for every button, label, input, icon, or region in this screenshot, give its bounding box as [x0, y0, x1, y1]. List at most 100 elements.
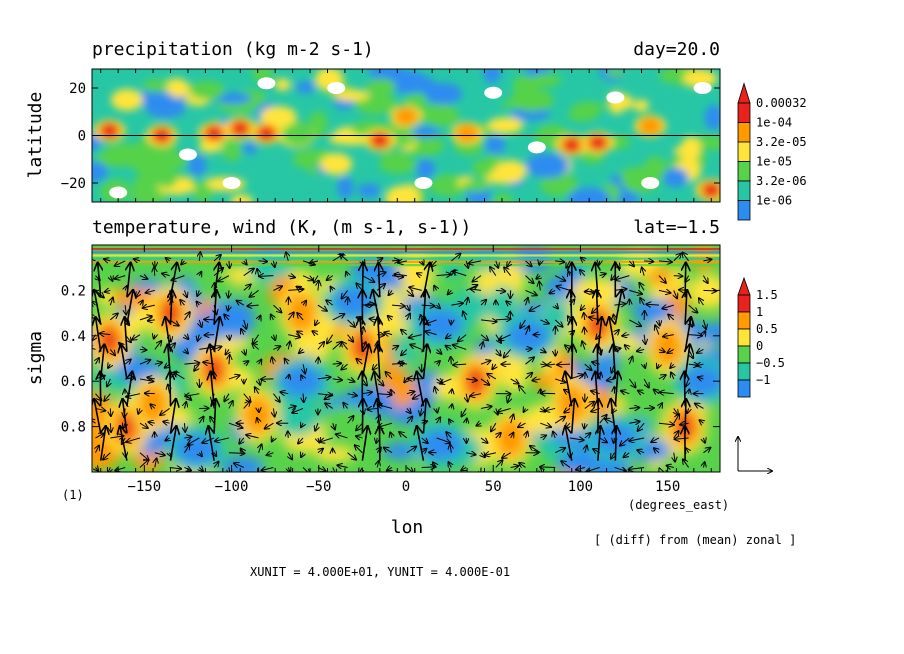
wind-vector: [703, 275, 707, 283]
wind-vector: [540, 467, 556, 468]
wind-vector: [228, 453, 245, 454]
wind-vector: [390, 432, 392, 437]
wind-vector-strong: [377, 399, 380, 434]
temp-ytick-label: 0.6: [61, 374, 86, 390]
precip-texture-cell: [328, 134, 371, 145]
wind-vector: [272, 357, 274, 365]
precip-texture-cell: [492, 193, 514, 202]
wind-vector: [115, 276, 126, 279]
wind-vector: [273, 408, 274, 416]
wind-vector: [325, 393, 334, 400]
wind-vector-strong: [120, 427, 128, 461]
wind-vector: [510, 379, 519, 384]
wind-vector: [658, 290, 671, 293]
wind-vector: [519, 386, 526, 395]
wind-vector: [125, 305, 126, 314]
wind-vector-strong: [595, 372, 598, 407]
wind-vector: [376, 438, 377, 443]
wind-vector-strong: [614, 290, 621, 325]
wind-vector: [660, 392, 674, 393]
wind-vector: [628, 378, 635, 387]
precip-texture-cell: [363, 94, 391, 109]
wind-vector: [536, 276, 540, 279]
wind-vector: [507, 260, 511, 267]
wind-vector: [100, 333, 111, 334]
temp-upper-layer-stripe: [92, 257, 720, 260]
wind-vector: [407, 305, 410, 310]
wind-vector-strong: [685, 345, 690, 380]
wind-vector: [625, 345, 630, 349]
diff-note: [ (diff) from (mean) zonal ]: [594, 533, 796, 547]
wind-vector: [436, 437, 451, 443]
wind-vector: [469, 261, 482, 264]
wind-vector: [453, 345, 467, 350]
wind-vector: [199, 467, 203, 471]
wind-vector: [525, 432, 527, 439]
wind-vector: [184, 349, 187, 353]
wind-vector: [688, 304, 698, 312]
wind-vector: [451, 254, 460, 262]
wind-vector: [530, 446, 541, 454]
wind-vector: [318, 281, 319, 291]
wind-vector: [686, 448, 689, 453]
temp-anomaly-cold-core: [418, 428, 463, 461]
wind-vector-strong: [378, 345, 380, 379]
wind-vector: [146, 290, 155, 292]
precip-texture-cell: [484, 135, 506, 154]
precip-texture-cell: [92, 161, 108, 183]
wind-vector: [315, 320, 318, 325]
wind-vector: [569, 438, 584, 440]
wind-vector: [545, 408, 556, 410]
precip-texture-cell: [680, 136, 702, 161]
wind-vector: [243, 401, 250, 409]
precip-texture-cell: [281, 122, 315, 146]
precip-texture-cell: [633, 99, 650, 112]
precip-texture-cell: [530, 73, 561, 87]
temp-colorbar-swatch: [737, 379, 751, 398]
wind-vector: [169, 467, 182, 468]
precip-texture-cell: [428, 174, 468, 197]
wind-vector: [540, 320, 548, 324]
wind-vector: [506, 301, 510, 305]
wind-vector: [582, 341, 585, 350]
precip-texture-cell: [366, 78, 397, 96]
precip-dry-patch: [327, 82, 346, 94]
wind-vector: [629, 357, 632, 365]
wind-vector: [624, 453, 630, 458]
wind-vector: [492, 364, 496, 369]
wind-vector-strong: [422, 263, 429, 298]
precip-day-label: day=20.0: [633, 39, 720, 60]
wind-vector: [446, 335, 452, 339]
wind-vector: [147, 377, 155, 379]
precip-dry-patch: [257, 77, 276, 90]
temp-anomaly-cold-core: [418, 308, 463, 341]
precip-texture-cell: [260, 106, 297, 128]
wind-vector: [651, 438, 660, 442]
wind-vector: [586, 466, 600, 472]
wind-vector: [643, 378, 649, 388]
precip-texture-cell: [189, 81, 225, 100]
precip-blob-core: [563, 138, 580, 152]
wind-vector: [250, 289, 259, 297]
wind-vector: [674, 290, 677, 298]
wind-vector: [591, 391, 600, 394]
wind-vector: [554, 448, 565, 454]
wind-vector: [124, 359, 131, 364]
wind-vector: [410, 345, 422, 350]
wind-vector: [449, 419, 451, 423]
wind-vector: [511, 433, 514, 438]
wind-vector: [228, 290, 229, 297]
wind-vector: [451, 303, 463, 305]
wind-vector: [629, 421, 639, 423]
wind-vector: [244, 319, 247, 329]
wind-vector: [629, 290, 642, 294]
wind-vector: [288, 375, 289, 379]
wind-vector: [347, 394, 357, 396]
wind-vector: [437, 349, 442, 353]
wind-vector: [315, 423, 318, 430]
wind-vector: [184, 437, 191, 438]
wind-vector-strong: [615, 372, 618, 407]
wind-vector: [110, 408, 111, 416]
wind-vector: [401, 330, 408, 335]
wind-vector: [362, 327, 363, 335]
